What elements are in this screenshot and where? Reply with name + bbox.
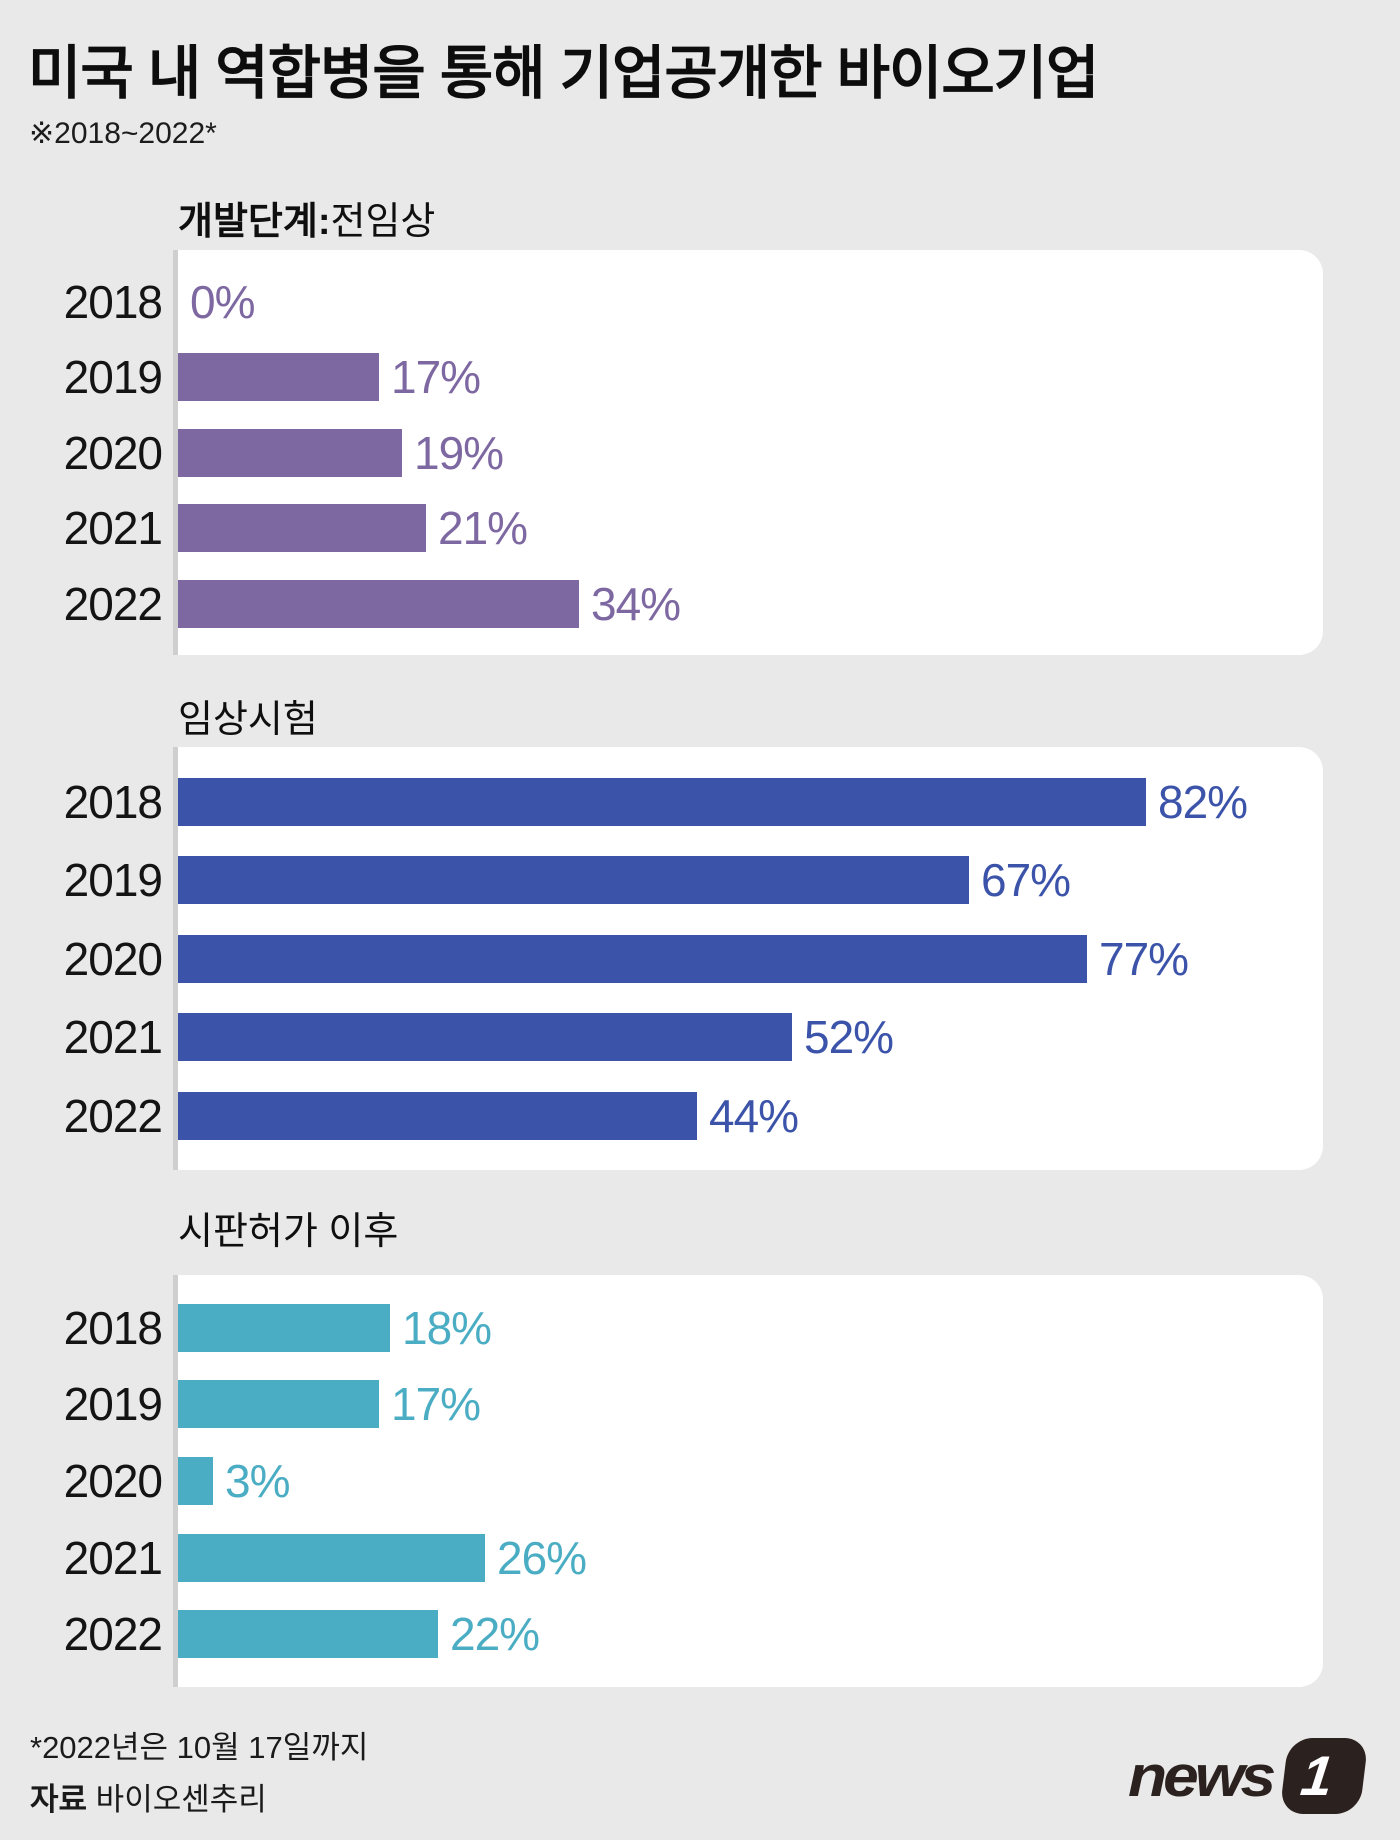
bar — [178, 1013, 792, 1061]
bar-row-2021: 2021 26% — [0, 1531, 1400, 1584]
bar-row-2022: 2022 34% — [0, 577, 1400, 630]
category-label: 2019 — [63, 854, 163, 906]
bar-row-2020: 2020 77% — [0, 932, 1400, 985]
category-label: 2022 — [63, 577, 163, 630]
value-label: 19% — [414, 426, 504, 479]
bar — [178, 934, 1087, 983]
bar-row-2018: 2018 82% — [0, 775, 1400, 828]
source-name: 바이오센추리 — [95, 1782, 267, 1817]
value-label: 34% — [591, 577, 681, 630]
category-label: 2018 — [63, 775, 163, 828]
category-label: 2022 — [63, 1089, 163, 1142]
page-subtitle: ※2018~2022* — [29, 117, 217, 150]
bar-row-2019: 2019 17% — [0, 1378, 1400, 1431]
value-label: 21% — [438, 502, 528, 554]
news1-logo: news 1 — [1128, 1738, 1369, 1814]
category-label: 2022 — [63, 1608, 163, 1661]
value-label: 67% — [981, 854, 1071, 906]
value-label: 17% — [391, 1378, 481, 1431]
chart-title-text: 시판허가 이후 — [178, 1211, 399, 1253]
footnote: *2022년은 10월 17일까지 — [30, 1730, 369, 1765]
chart-panel-3: 2018 18% 2019 17% 2020 3% 2021 26% 2022 22% — [0, 1275, 1400, 1687]
category-label: 2020 — [63, 932, 163, 985]
bar-row-2021: 2021 21% — [0, 504, 1400, 552]
bar — [178, 353, 379, 401]
bar-rows: 2018 0% 2019 17% 2020 19% 2021 21% 2022 34% — [0, 250, 1400, 655]
category-label: 2019 — [63, 351, 163, 403]
value-label: 77% — [1099, 932, 1189, 985]
source-label: 자료 — [30, 1782, 88, 1817]
chart-title-3: 시판허가 이후 — [178, 1200, 398, 1255]
category-label: 2019 — [63, 1378, 163, 1431]
news1-logo-text: news — [1128, 1742, 1276, 1810]
category-label: 2021 — [63, 1011, 163, 1063]
y-axis-line — [173, 1275, 178, 1687]
source-line: 자료 바이오센추리 — [30, 1774, 267, 1819]
chart-title-2: 임상시험 — [178, 688, 318, 743]
category-label: 2020 — [63, 426, 163, 479]
page-title: 미국 내 역합병을 통해 기업공개한 바이오기업 — [28, 41, 1099, 106]
bar-rows: 2018 18% 2019 17% 2020 3% 2021 26% 2022 22% — [0, 1275, 1400, 1687]
category-label: 2018 — [63, 275, 163, 328]
news1-logo-badge-icon: 1 — [1279, 1738, 1369, 1814]
bar-row-2018: 2018 0% — [0, 278, 1400, 326]
bar — [178, 1610, 438, 1659]
bar — [178, 1380, 379, 1429]
bar-row-2021: 2021 52% — [0, 1013, 1400, 1061]
chart-title-1: 개발단계:전임상 — [178, 190, 435, 245]
chart-title-text: 전임상 — [330, 201, 436, 243]
bar — [178, 1091, 697, 1140]
value-label: 82% — [1158, 775, 1248, 828]
category-label: 2020 — [63, 1454, 163, 1507]
bar — [178, 428, 402, 477]
bar-row-2022: 2022 44% — [0, 1089, 1400, 1142]
bar-row-2019: 2019 67% — [0, 856, 1400, 904]
value-label: 44% — [709, 1089, 799, 1142]
bar — [178, 856, 969, 904]
bar-row-2022: 2022 22% — [0, 1608, 1400, 1661]
bar — [178, 1456, 213, 1505]
value-label: 22% — [450, 1608, 540, 1661]
bar-row-2020: 2020 19% — [0, 426, 1400, 479]
chart-title-text: 임상시험 — [178, 699, 318, 741]
y-axis-line — [173, 250, 178, 655]
category-label: 2021 — [63, 502, 163, 554]
category-label: 2018 — [63, 1301, 163, 1354]
value-label: 0% — [190, 275, 255, 328]
bar — [178, 777, 1146, 826]
value-label: 26% — [497, 1531, 587, 1584]
value-label: 3% — [225, 1454, 290, 1507]
value-label: 17% — [391, 351, 481, 403]
bar — [178, 1533, 485, 1582]
bar — [178, 1303, 390, 1352]
bar-row-2018: 2018 18% — [0, 1301, 1400, 1354]
value-label: 18% — [402, 1301, 492, 1354]
y-axis-line — [173, 747, 178, 1170]
bar — [178, 579, 579, 628]
bar-row-2019: 2019 17% — [0, 353, 1400, 401]
bar — [178, 504, 426, 552]
bar-row-2020: 2020 3% — [0, 1454, 1400, 1507]
category-label: 2021 — [63, 1531, 163, 1584]
chart-panel-1: 2018 0% 2019 17% 2020 19% 2021 21% 2022 34% — [0, 250, 1400, 655]
chart-panel-2: 2018 82% 2019 67% 2020 77% 2021 52% 2022 44% — [0, 747, 1400, 1170]
bar-rows: 2018 82% 2019 67% 2020 77% 2021 52% 2022 44% — [0, 747, 1400, 1170]
chart-title-bold-part: 개발단계: — [178, 201, 331, 243]
value-label: 52% — [804, 1011, 894, 1063]
